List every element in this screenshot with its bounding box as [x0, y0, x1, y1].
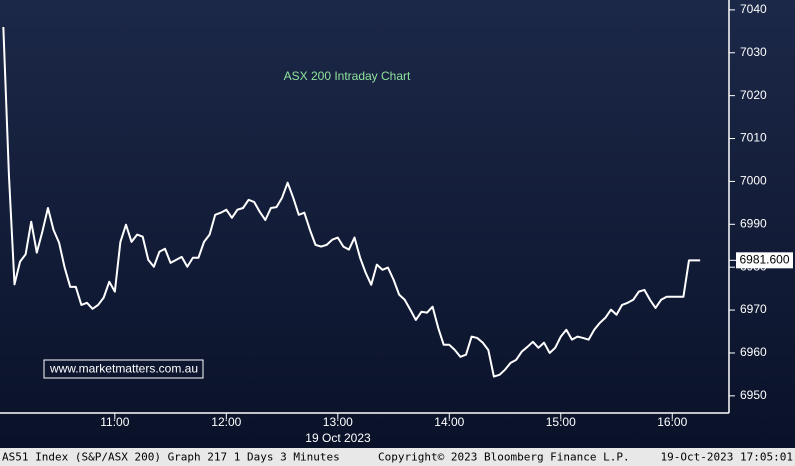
x-tick-label: 12:00: [211, 415, 241, 429]
y-tick-label: 6990: [740, 216, 767, 230]
watermark: www.marketmatters.com.au: [49, 362, 198, 376]
y-tick-label: 6950: [740, 388, 767, 402]
x-tick-label: 14:00: [434, 415, 464, 429]
footer-center: Copyright© 2023 Bloomberg Finance L.P.: [378, 451, 630, 464]
footer-right: 19-Oct-2023 17:05:01: [661, 451, 793, 464]
footer-bar: [0, 448, 795, 466]
x-date-label: 19 Oct 2023: [305, 431, 371, 445]
watermark-box: [43, 359, 204, 379]
footer-left: AS51 Index (S&P/ASX 200) Graph 217 1 Day…: [2, 451, 340, 464]
price-line: [2, 26, 701, 378]
y-tick-label: 7040: [740, 2, 767, 16]
x-tick-label: 13:00: [323, 415, 353, 429]
x-tick-label: 11:00: [100, 415, 129, 429]
y-tick-label: 7020: [740, 88, 767, 102]
last-value-label: 6981.600: [739, 252, 789, 266]
y-tick-label: 6960: [740, 345, 767, 359]
last-value-badge: [736, 252, 793, 269]
y-tick-label: 7000: [740, 174, 767, 188]
chart-title: ASX 200 Intraday Chart: [284, 69, 411, 83]
y-tick-label: 7010: [740, 131, 767, 145]
y-tick-label: 7030: [740, 45, 767, 59]
y-tick-label: 6970: [740, 302, 767, 316]
x-tick-label: 16:00: [657, 415, 687, 429]
background: [0, 0, 795, 448]
x-tick-label: 15:00: [546, 415, 576, 429]
